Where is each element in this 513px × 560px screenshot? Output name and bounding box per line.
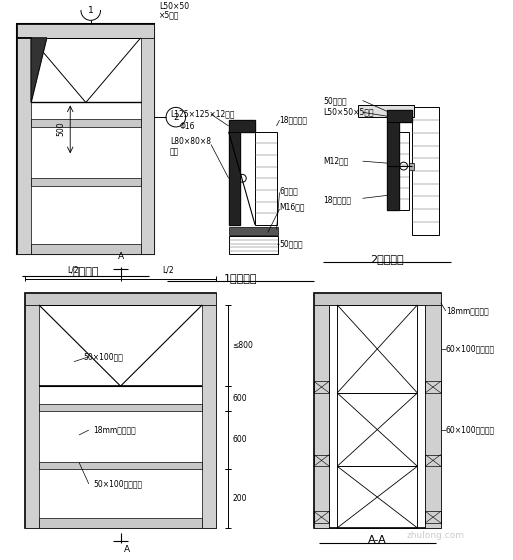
Bar — [411, 108, 439, 235]
Polygon shape — [387, 110, 411, 122]
Bar — [408, 163, 415, 170]
Polygon shape — [229, 120, 255, 132]
Bar — [17, 24, 154, 38]
Bar — [39, 463, 202, 469]
Text: 500: 500 — [56, 122, 65, 136]
Text: 1: 1 — [88, 6, 93, 15]
Bar — [31, 119, 141, 127]
Text: 50厚木板: 50厚木板 — [280, 240, 303, 249]
Text: A: A — [124, 545, 130, 554]
Text: 600: 600 — [232, 435, 247, 445]
Bar — [17, 38, 31, 254]
Bar — [314, 381, 329, 393]
Text: L/2: L/2 — [67, 265, 78, 274]
Text: 18厚多层板: 18厚多层板 — [280, 115, 307, 124]
Bar — [337, 305, 418, 393]
Text: 角钢: 角钢 — [170, 147, 179, 156]
Bar — [25, 293, 216, 528]
Bar — [425, 305, 441, 528]
Bar — [337, 466, 418, 528]
Polygon shape — [387, 122, 399, 210]
Bar — [314, 293, 441, 528]
Polygon shape — [17, 38, 47, 102]
Text: 600: 600 — [232, 394, 247, 403]
Text: L/2: L/2 — [163, 265, 174, 274]
Text: M12螺栓: M12螺栓 — [324, 157, 349, 166]
Bar — [329, 305, 337, 528]
Bar — [25, 305, 39, 528]
Bar — [17, 24, 154, 254]
Text: 1节点大样: 1节点大样 — [224, 273, 257, 283]
Bar — [31, 244, 141, 254]
Text: L80×80×8: L80×80×8 — [170, 137, 211, 146]
Text: 2: 2 — [173, 113, 179, 122]
Bar — [418, 305, 425, 528]
Text: L50×50×5角钢: L50×50×5角钢 — [324, 108, 374, 117]
Text: 18mm厚多层板: 18mm厚多层板 — [446, 306, 488, 315]
Text: 2节点大样: 2节点大样 — [370, 254, 404, 264]
Text: 18厚多层板: 18厚多层板 — [324, 196, 351, 205]
Text: 50×100斜撟: 50×100斜撟 — [84, 352, 124, 361]
Text: 50×100木方横撟: 50×100木方横撟 — [94, 479, 143, 488]
Bar — [358, 105, 415, 117]
Text: A-A: A-A — [368, 535, 387, 545]
Bar — [314, 455, 329, 466]
Text: ≤800: ≤800 — [232, 341, 253, 350]
Text: Φ16: Φ16 — [180, 123, 195, 132]
Bar — [314, 293, 441, 305]
Text: ×5角锂: ×5角锂 — [159, 10, 180, 19]
Bar — [337, 393, 418, 466]
Text: A: A — [117, 252, 124, 261]
Bar — [425, 455, 441, 466]
Bar — [314, 511, 329, 523]
Bar — [141, 38, 154, 254]
Text: 18mm厚多层板: 18mm厚多层板 — [94, 426, 136, 435]
Text: L125×125×12角钢: L125×125×12角钢 — [170, 110, 234, 119]
Bar — [31, 178, 141, 185]
Text: 60×100木方横撟: 60×100木方横撟 — [446, 425, 495, 434]
Text: 200: 200 — [232, 494, 247, 503]
Bar — [229, 227, 278, 235]
Polygon shape — [229, 132, 241, 225]
Bar — [314, 305, 329, 528]
Text: L50×50: L50×50 — [159, 2, 189, 11]
Bar — [255, 132, 277, 225]
Bar — [387, 132, 408, 210]
Text: 门洞套模: 门洞套模 — [73, 267, 99, 277]
Text: 6厚钢板: 6厚钢板 — [280, 186, 298, 195]
Bar — [425, 381, 441, 393]
Text: M16螺栓: M16螺栓 — [280, 203, 305, 212]
Bar — [39, 404, 202, 410]
Bar — [229, 236, 278, 254]
Bar — [25, 293, 216, 305]
Text: 60×100木方横撟: 60×100木方横撟 — [446, 344, 495, 353]
Text: zhulong.com: zhulong.com — [407, 531, 465, 540]
Bar — [202, 305, 216, 528]
Text: 50厚木板: 50厚木板 — [324, 96, 347, 105]
Bar — [425, 511, 441, 523]
Bar — [39, 518, 202, 528]
